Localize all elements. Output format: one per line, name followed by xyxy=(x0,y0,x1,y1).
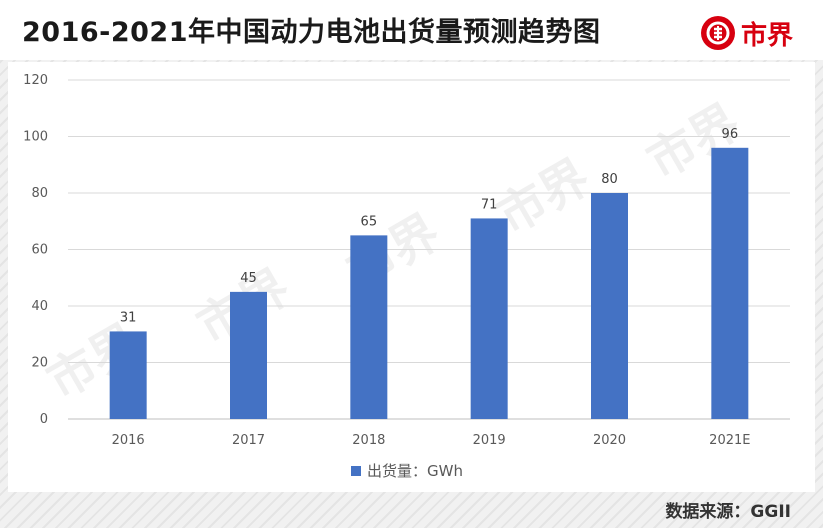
y-tick-label: 40 xyxy=(31,299,48,314)
bar xyxy=(470,218,508,419)
title-bar: 2016-2021年中国动力电池出货量预测趋势图 市界 xyxy=(0,0,823,60)
y-tick-label: 20 xyxy=(31,356,48,371)
data-labels: 31 45 65 71 80 96 xyxy=(120,127,738,326)
legend-swatch xyxy=(351,466,361,476)
bar xyxy=(109,331,147,419)
brand: 市界 xyxy=(700,14,793,52)
y-tick-label: 60 xyxy=(31,243,48,258)
bars xyxy=(109,147,749,420)
x-tick-label: 2016 xyxy=(112,433,145,448)
data-label: 45 xyxy=(240,271,257,286)
x-tick-label: 2017 xyxy=(232,433,265,448)
bar xyxy=(711,147,749,420)
y-tick-label: 80 xyxy=(31,186,48,201)
y-axis-ticks: 0 20 40 60 80 100 120 xyxy=(23,73,48,427)
x-axis-ticks: 2016 2017 2018 2019 2020 2021E xyxy=(112,433,751,448)
x-tick-label: 2020 xyxy=(593,433,626,448)
x-tick-label: 2021E xyxy=(709,433,750,448)
data-label: 80 xyxy=(601,172,618,187)
brand-name: 市界 xyxy=(740,20,793,51)
legend: 出货量：GWh xyxy=(351,462,463,480)
bar xyxy=(591,193,628,419)
shijie-logo-icon xyxy=(700,16,735,50)
data-label: 65 xyxy=(361,214,378,229)
legend-label: 出货量：GWh xyxy=(367,462,463,480)
y-tick-label: 120 xyxy=(23,73,48,88)
data-source: 数据来源：GGII xyxy=(665,502,791,522)
y-tick-label: 0 xyxy=(40,412,48,427)
x-tick-label: 2019 xyxy=(473,433,506,448)
data-label: 31 xyxy=(120,310,137,325)
x-tick-label: 2018 xyxy=(352,433,385,448)
page-title: 2016-2021年中国动力电池出货量预测趋势图 xyxy=(22,17,601,48)
plot-background xyxy=(8,62,815,492)
gridlines xyxy=(68,79,790,420)
y-tick-label: 100 xyxy=(23,130,48,145)
bar xyxy=(350,235,388,419)
data-label: 71 xyxy=(481,197,498,212)
data-label: 96 xyxy=(722,127,739,142)
bar xyxy=(230,291,267,419)
